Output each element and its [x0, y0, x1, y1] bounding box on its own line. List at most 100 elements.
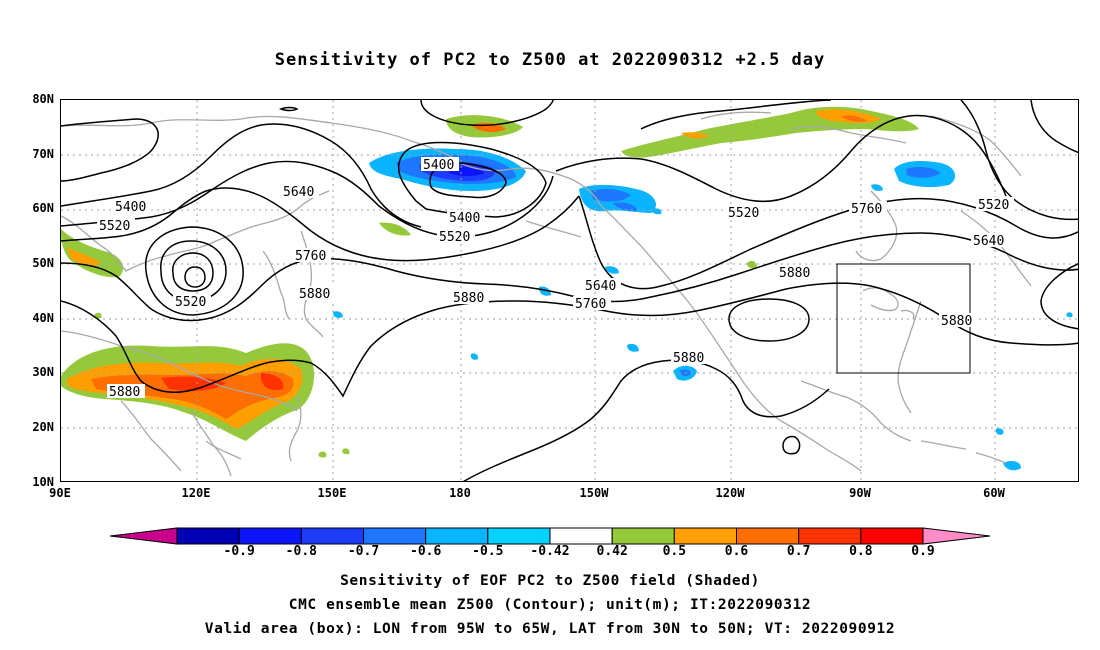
coastline-alaska: [455, 160, 602, 238]
contour-label-5880-a: 5880: [299, 287, 330, 302]
contour-label-5400-c: 5400: [115, 200, 146, 215]
positive-region-south-asia-peak: [161, 373, 284, 391]
contour-labels: 5400 5400 5400 5520 5520 5520 5520 5520 …: [97, 157, 1014, 400]
contour-label-5640-b: 5640: [585, 279, 616, 294]
positive-region-india-west-core: [67, 247, 101, 266]
colorbar-swatch: [487, 527, 551, 545]
colorbar-swatch: [363, 527, 427, 545]
contour-label-5520-d: 5520: [728, 206, 759, 221]
colorbar-tick-label: 0.5: [662, 544, 687, 559]
positive-region-kamchatka: [379, 222, 411, 236]
colorbar-swatch-max: [922, 527, 991, 545]
contour-label-5400-a: 5400: [423, 158, 454, 173]
contour-5640-east: [578, 195, 1078, 290]
coastlines: [61, 111, 1032, 477]
coastline-north-america-west: [600, 205, 782, 422]
contour-label-5520-e: 5520: [978, 198, 1009, 213]
colorbar-swatch: [860, 527, 924, 545]
contour-label-5880-c: 5880: [779, 266, 810, 281]
contour-5400-polar-vortex: [61, 118, 159, 182]
coastline-arctic-islands: [700, 111, 1022, 177]
contour-label-5760-b: 5760: [575, 297, 606, 312]
contour-label-5880-d: 5880: [941, 314, 972, 329]
lat-label-50n: 50N: [32, 256, 54, 270]
colorbar-tick-label: -0.8: [285, 544, 317, 559]
contour-label-5880-f: 5880: [673, 351, 704, 366]
positive-region-india-west: [61, 229, 124, 278]
contour-label-5520-b: 5520: [439, 230, 470, 245]
map-panel: 5400 5400 5400 5520 5520 5520 5520 5520 …: [60, 99, 1079, 482]
lon-label-150e: 150E: [317, 486, 347, 500]
lat-label-60n: 60N: [32, 201, 54, 215]
contour-5520-cutoff-innermost: [184, 266, 206, 288]
colorbar-swatch-min: [109, 527, 178, 545]
lat-label-70n: 70N: [32, 147, 54, 161]
contour-5760-west: [61, 232, 1078, 322]
colorbar-swatch: [549, 527, 613, 545]
contour-label-5760-c: 5760: [851, 202, 882, 217]
lon-label-180: 180: [449, 486, 471, 500]
contour-label-5760-a: 5760: [295, 249, 326, 264]
contour-5520-west: [61, 160, 554, 238]
negative-region-hudson-core: [906, 166, 941, 178]
colorbar-swatch: [611, 527, 675, 545]
map-title: Sensitivity of PC2 to Z500 at 2022090312…: [274, 50, 826, 70]
contour-5880-small-loop: [782, 435, 801, 455]
colorbar-swatch: [736, 527, 800, 545]
contour-5880-ridge-east: [1040, 263, 1078, 330]
caption-shading: Sensitivity of EOF PC2 to Z500 field (Sh…: [340, 573, 760, 589]
positive-region-arctic-canada-peak: [841, 115, 867, 122]
colorbar-tick-label: -0.7: [347, 544, 380, 559]
contour-5640-top-east: [960, 100, 1078, 221]
coastline-asia-north: [61, 115, 460, 162]
lon-label-60w: 60W: [983, 486, 1005, 500]
contour-5640-far-east: [1030, 100, 1078, 154]
colorbar-tick-label: 0.8: [849, 544, 873, 559]
contour-5640-west: [61, 187, 580, 262]
colorbar-swatch: [176, 527, 240, 545]
contour-label-5520-a: 5520: [99, 219, 130, 234]
contour-5400-top: [420, 100, 554, 127]
colorbar-swatch: [425, 527, 489, 545]
contour-label-5640-a: 5640: [283, 185, 314, 200]
contour-5520-cutoff-outer: [145, 226, 244, 316]
coastline-gulf-mexico: [800, 380, 912, 442]
colorbar-swatch: [300, 527, 365, 545]
colorbar-tick-label: 0.6: [724, 544, 749, 559]
lat-label-80n: 80N: [32, 92, 54, 106]
lon-label-90w: 90W: [849, 486, 871, 500]
colorbar-tick-label: -0.6: [410, 544, 442, 559]
colorbar-tick-label: -0.9: [223, 544, 255, 559]
colorbar-tick-label: 0.42: [596, 544, 628, 559]
contour-label-5640-c: 5640: [973, 234, 1004, 249]
positive-region-arctic-canada-core: [681, 109, 881, 139]
lat-label-30n: 30N: [32, 365, 54, 379]
lon-label-150w: 150W: [579, 486, 609, 500]
coastline-asia-east: [61, 190, 330, 272]
colorbar-swatch: [673, 527, 737, 545]
positive-region-us-small: [747, 260, 757, 269]
lon-label-90e: 90E: [49, 486, 71, 500]
contour-5880-north-loop: [278, 106, 299, 112]
contour-label-5880-b: 5880: [453, 291, 484, 306]
contour-5520-east: [555, 114, 1007, 203]
contour-5880-south: [462, 359, 830, 481]
contour-5400-west: [61, 123, 422, 228]
colorbar-swatch: [238, 527, 302, 545]
contour-label-5400-b: 5400: [449, 211, 480, 226]
caption-valid-area: Valid area (box): LON from 95W to 65W, L…: [204, 621, 896, 637]
colorbar-swatch: [798, 527, 862, 545]
coastline-philippines: [205, 395, 302, 462]
lat-label-20n: 20N: [32, 420, 54, 434]
colorbar-tick-label: 0.7: [786, 544, 811, 559]
positive-region-south-asia-inner: [91, 371, 294, 419]
lat-label-10n: 10N: [32, 475, 54, 489]
colorbar-tick-label: -0.5: [472, 544, 504, 559]
lat-lon-grid: [61, 100, 1078, 481]
colorbar-swatches: [109, 527, 991, 545]
contour-label-5520-c: 5520: [175, 295, 206, 310]
contour-label-5880-e: 5880: [109, 385, 140, 400]
coastline-china-south: [61, 330, 298, 412]
contour-5520-cutoff-inner: [172, 252, 214, 292]
